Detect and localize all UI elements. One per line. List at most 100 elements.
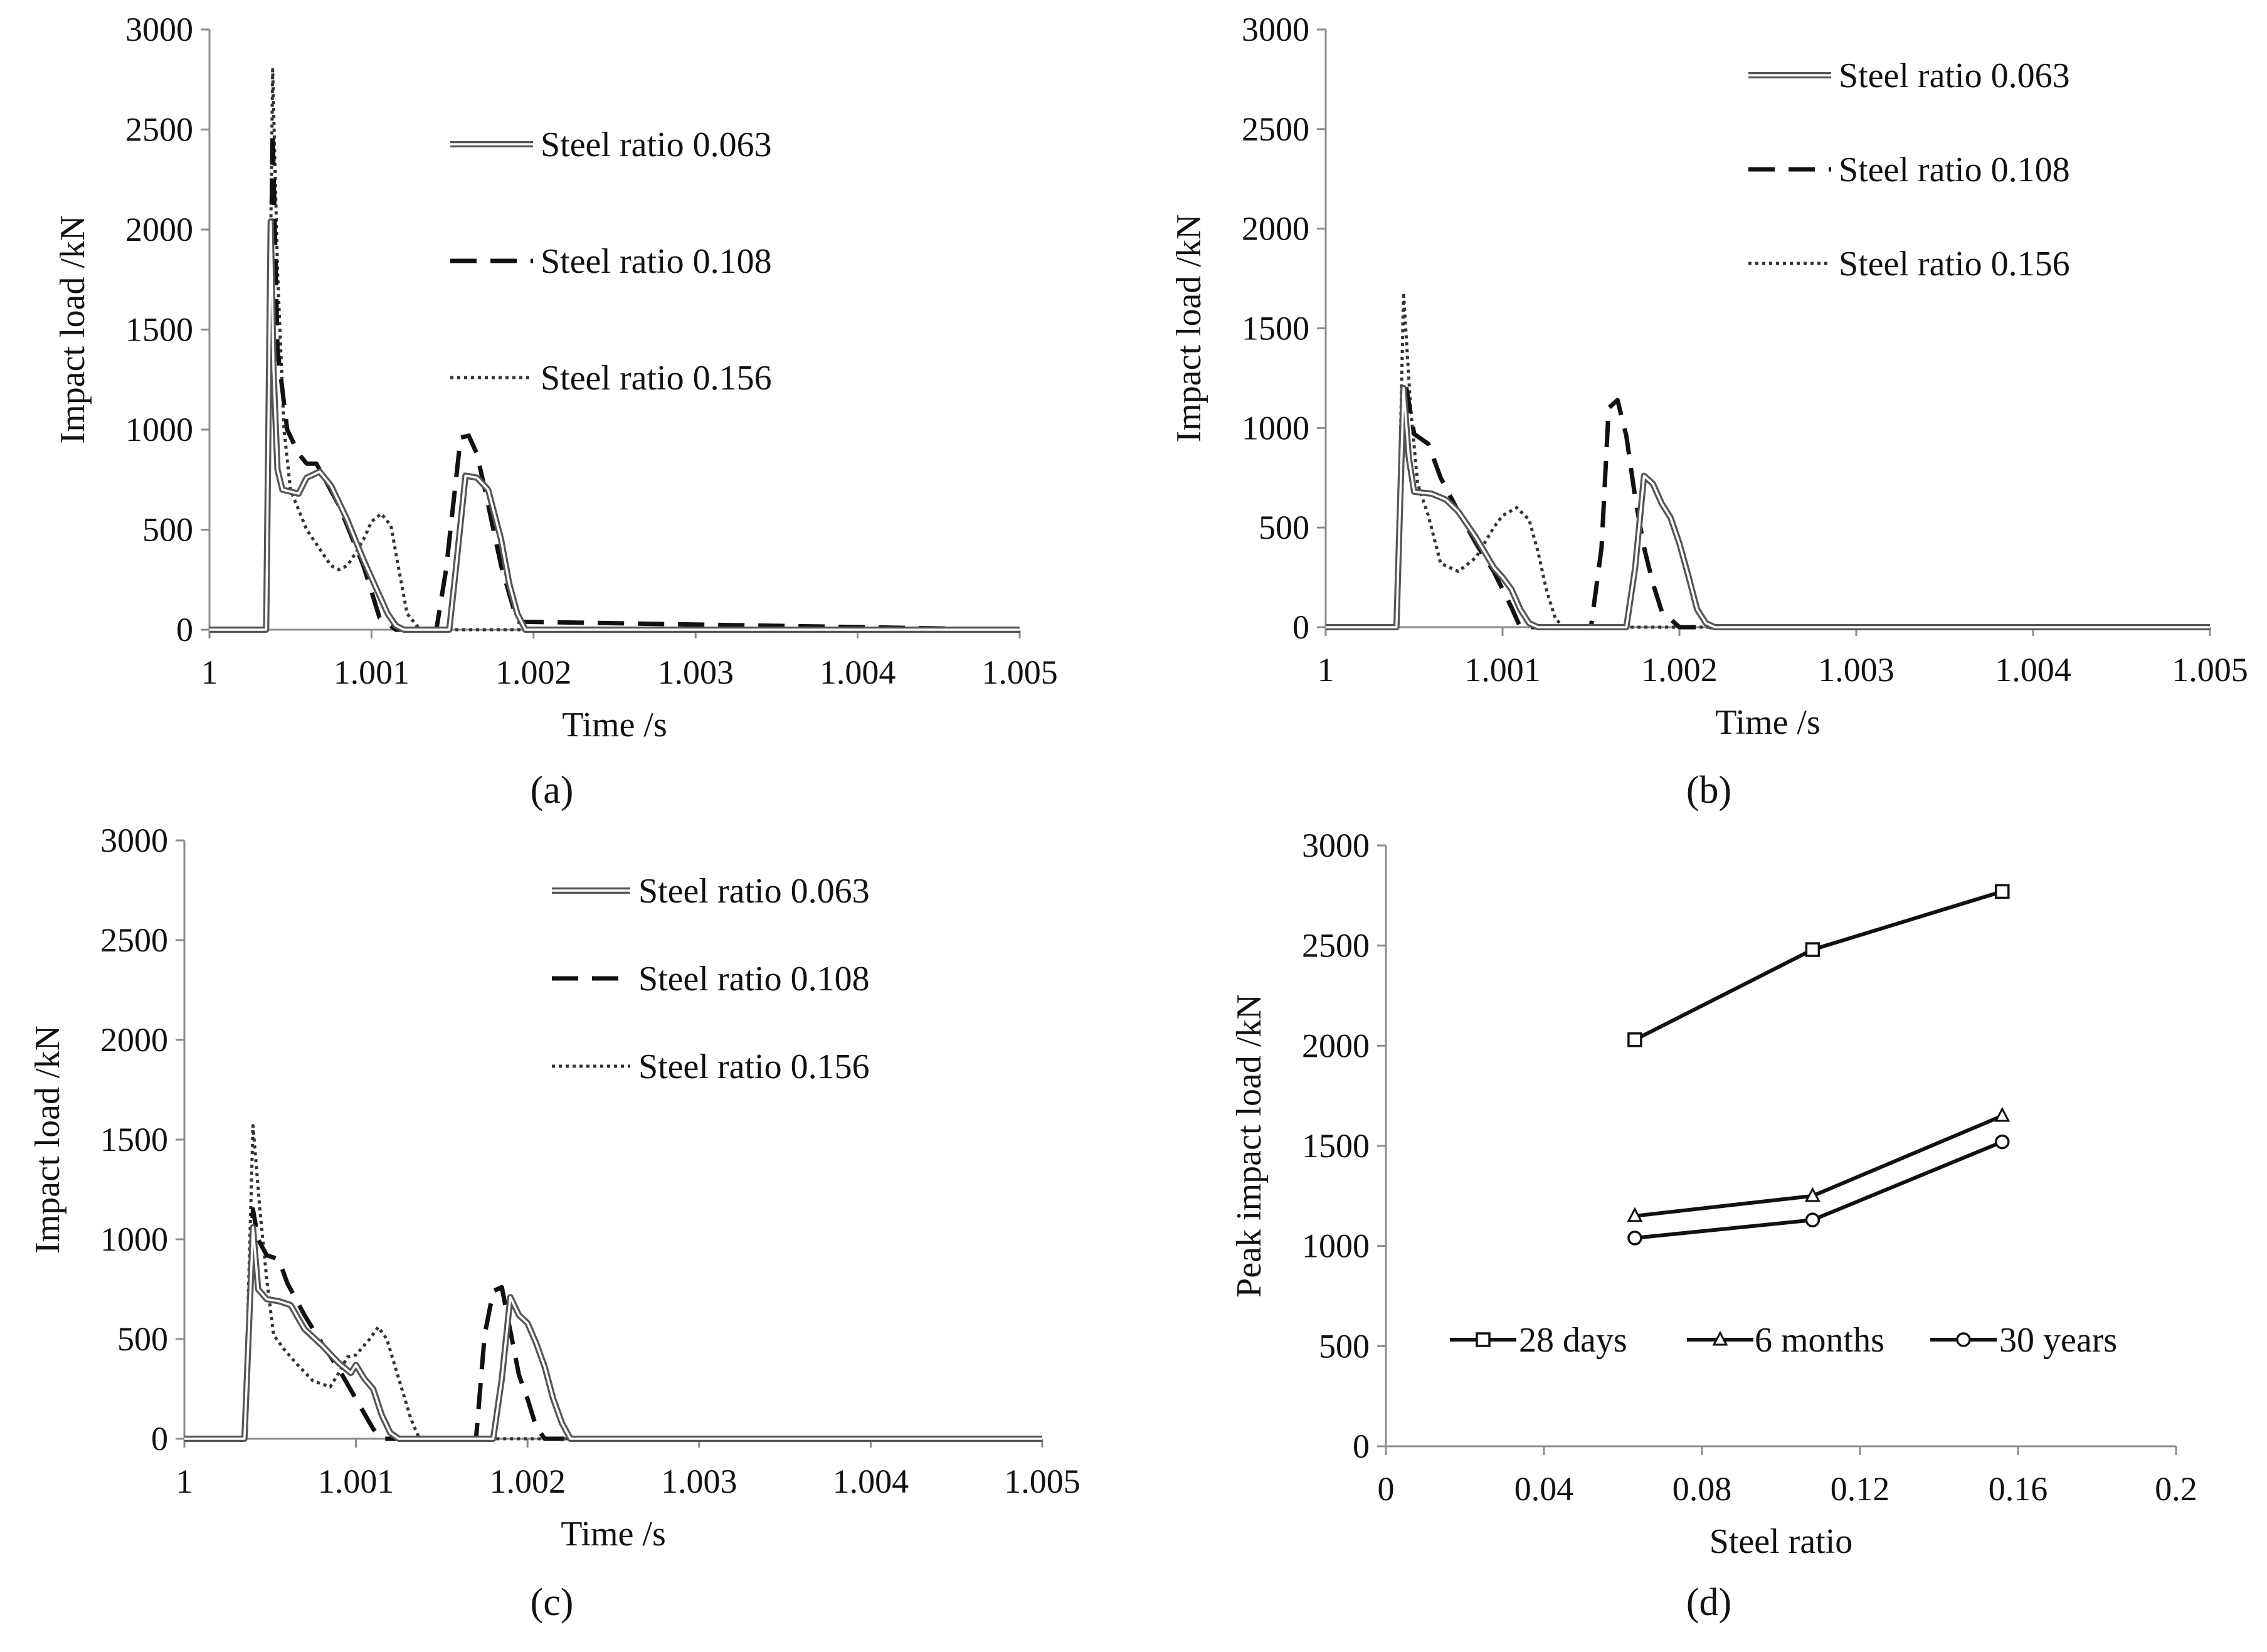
chart-c: 0 500 1000 1500 2000 2500 3000 1 1.001 1.002 1.003… [28,822,1081,1624]
y-tick-label: 3000 [125,11,193,48]
y-tick-label: 500 [142,511,193,549]
series-line-dot [209,68,1020,632]
y-tick-label: 3000 [1302,827,1370,864]
x-tick-label: 1 [201,654,218,691]
y-tick-label: 1000 [1242,409,1309,447]
x-tick-label: 1.004 [820,654,896,691]
panel-label: (a) [531,769,574,812]
y-tick-label: 2500 [1242,110,1309,148]
legend-label: Steel ratio 0.063 [541,125,772,164]
legend-label: 30 years [1999,1321,2117,1360]
series-line-double [1326,384,2210,630]
y-tick-label: 3000 [100,822,168,859]
x-tick-label: 1.004 [833,1463,909,1500]
chart-d: 0 500 1000 1500 2000 2500 3000 0 0.04 0.08 0.12 0.1… [1230,827,2197,1624]
legend-label: Steel ratio 0.156 [1839,245,2070,283]
y-tick-label: 2000 [125,211,193,248]
y-tick-label: 0 [176,611,193,649]
series-line-dot [184,1124,1042,1441]
x-tick-label: 1 [176,1463,193,1500]
y-axis-title: Peak impact load /kN [1230,994,1269,1298]
series-line-dot [1326,290,2210,629]
series-line-dash [184,1207,1042,1441]
triangle-marker [1994,1106,2011,1122]
x-tick-label: 0.04 [1514,1470,1574,1508]
x-tick-label: 1.002 [489,1463,566,1500]
triangle-marker [1627,1207,1643,1222]
series-line-double [184,1224,1042,1442]
circle-marker [1956,1332,1971,1347]
x-tick-label: 1.003 [1818,651,1894,689]
series-line-double-inner [209,220,1020,631]
x-axis-title: Steel ratio [1709,1522,1853,1561]
y-axis-title: Impact load /kN [28,1025,67,1254]
series-line-double-inner [184,1226,1042,1440]
y-tick-label: 0 [1292,608,1309,646]
series-line-dash [1326,379,2210,630]
square-marker [1805,942,1820,957]
y-tick-label: 2500 [100,921,168,959]
y-tick-label: 1500 [1302,1127,1370,1165]
x-tick-label: 0.08 [1673,1470,1732,1508]
y-tick-label: 2500 [125,111,193,149]
triangle-marker [1712,1330,1728,1346]
panel-label: (b) [1686,769,1731,812]
x-axis-title: Time /s [562,706,667,744]
x-tick-label: 1 [1318,651,1334,689]
square-marker [1476,1332,1491,1347]
x-tick-label: 0.12 [1831,1470,1890,1508]
x-tick-label: 1.002 [1641,651,1718,689]
circle-marker [1805,1212,1820,1227]
series-line-dash [209,129,1020,632]
x-tick-label: 1.002 [495,654,572,691]
y-tick-label: 2000 [100,1021,168,1059]
y-tick-label: 1500 [100,1121,168,1158]
legend-label: Steel ratio 0.156 [541,359,772,398]
y-tick-label: 2000 [1302,1027,1370,1064]
y-tick-label: 3000 [1242,11,1309,48]
x-tick-label: 1.005 [2172,651,2248,689]
triangle-marker [1804,1187,1820,1202]
series-line-double [209,218,1020,633]
x-tick-label: 1.001 [334,654,410,691]
y-tick-label: 1500 [1242,310,1309,347]
legend-label: Steel ratio 0.063 [638,872,870,911]
square-marker [1995,884,2010,899]
chart-b: 0 500 1000 1500 2000 2500 3000 1 1.001 1.002 1.003… [1170,11,2248,812]
legend-label: Steel ratio 0.156 [638,1047,870,1086]
legend-label: Steel ratio 0.108 [1839,151,2070,189]
panel-label: (c) [531,1581,574,1624]
x-tick-label: 1.003 [661,1463,737,1500]
y-tick-label: 1000 [100,1220,168,1258]
x-tick-label: 1.004 [1995,651,2071,689]
legend-label: 28 days [1519,1321,1627,1360]
x-tick-label: 1.001 [1464,651,1541,689]
x-axis-title: Time /s [561,1515,666,1554]
y-tick-label: 0 [1353,1427,1370,1465]
x-tick-label: 1.001 [318,1463,394,1500]
circle-marker [1995,1134,2010,1150]
y-tick-label: 1000 [125,411,193,448]
legend-label: Steel ratio 0.108 [638,960,870,998]
x-tick-label: 0.2 [2155,1470,2197,1508]
y-axis-title: Impact load /kN [1170,214,1208,443]
series-line [1634,889,2003,1042]
y-tick-label: 1000 [1302,1227,1370,1265]
x-tick-label: 1.005 [1004,1463,1081,1500]
x-tick-label: 1.003 [657,654,734,691]
square-marker [1627,1032,1642,1047]
y-axis-title: Impact load /kN [53,216,92,444]
y-tick-label: 2500 [1302,927,1370,965]
y-tick-label: 1500 [125,311,193,349]
x-tick-label: 0 [1378,1470,1395,1508]
panel-label: (d) [1686,1581,1731,1624]
y-tick-label: 500 [117,1320,168,1358]
y-tick-label: 500 [1259,509,1309,546]
legend-label: Steel ratio 0.063 [1839,56,2070,95]
circle-marker [1627,1231,1642,1246]
x-axis-title: Time /s [1715,703,1820,742]
y-tick-label: 2000 [1242,210,1309,248]
y-tick-label: 500 [1319,1327,1370,1365]
y-tick-label: 0 [151,1420,168,1458]
